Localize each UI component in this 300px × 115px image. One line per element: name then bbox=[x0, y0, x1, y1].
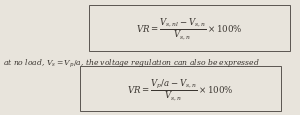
Text: $\mathit{VR} = \dfrac{V_{s,nl} - V_{s,n}}{V_{s,n}} \times 100\%$: $\mathit{VR} = \dfrac{V_{s,nl} - V_{s,n}… bbox=[136, 17, 242, 41]
Text: $\mathit{VR} = \dfrac{V_p/a - V_{s,n}}{V_{s,n}} \times 100\%$: $\mathit{VR} = \dfrac{V_p/a - V_{s,n}}{V… bbox=[127, 76, 233, 101]
Text: at no load, $V_s = V_p/a$, the voltage regulation can also be expressed: at no load, $V_s = V_p/a$, the voltage r… bbox=[3, 56, 260, 68]
FancyBboxPatch shape bbox=[80, 66, 280, 111]
FancyBboxPatch shape bbox=[88, 6, 290, 51]
